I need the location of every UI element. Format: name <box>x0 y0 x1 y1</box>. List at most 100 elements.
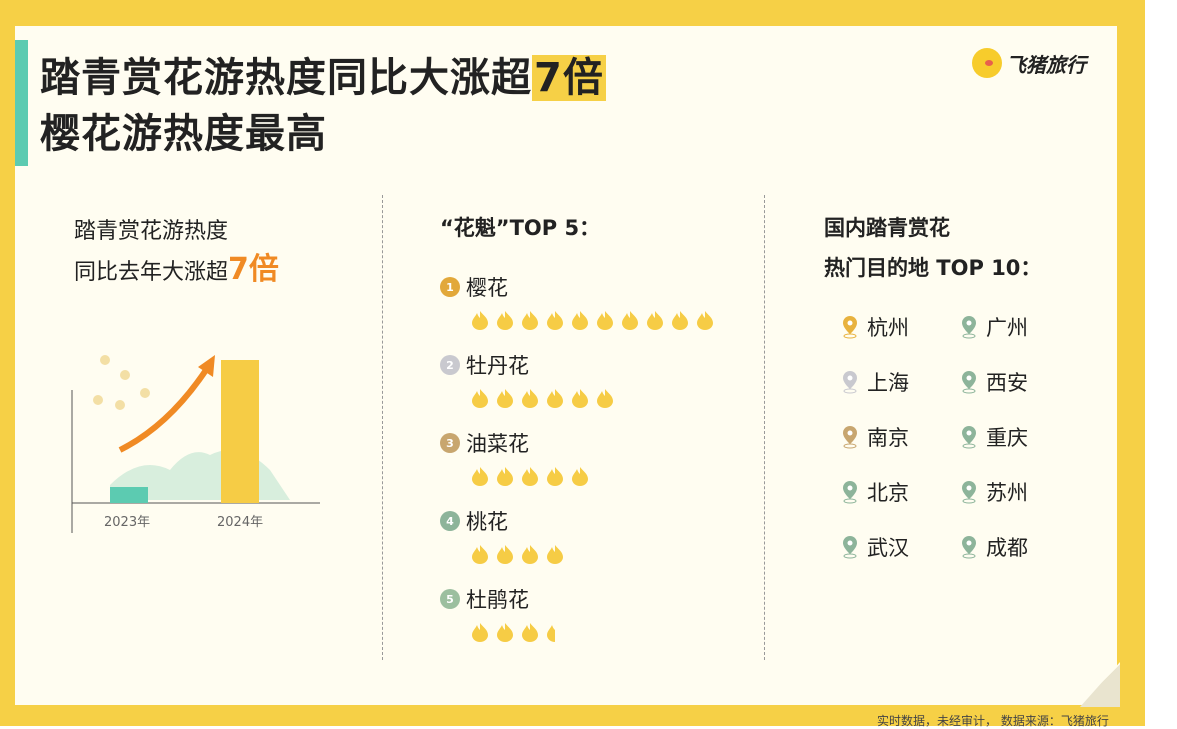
flower-name: 桃花 <box>466 510 508 534</box>
destination-item: 杭州 <box>841 312 909 342</box>
rank-medal-icon: 5 <box>440 589 460 609</box>
destination-name: 南京 <box>867 426 909 450</box>
destination-name: 广州 <box>986 316 1028 340</box>
growth-value: 7倍 <box>228 252 279 287</box>
flame-icon <box>472 311 488 330</box>
flame-icon <box>547 311 563 330</box>
dest-heading-line1: 国内踏青赏花 <box>824 216 950 240</box>
flame-icon <box>597 389 613 408</box>
x-label-2023: 2023年 <box>104 515 151 530</box>
divider <box>764 195 765 660</box>
location-pin-icon <box>962 536 976 559</box>
growth-illustration <box>71 355 320 533</box>
title-accent-bar <box>15 40 28 166</box>
rank-medal-icon: 2 <box>440 355 460 375</box>
flower-name: 油菜花 <box>466 432 529 456</box>
destination-item: 上海 <box>841 367 909 397</box>
destination-item: 武汉 <box>841 532 909 562</box>
card <box>15 26 1117 705</box>
arrow-head-icon <box>198 355 215 377</box>
growth-line1: 踏青赏花游热度 <box>74 219 229 244</box>
x-label-2024: 2024年 <box>217 515 264 530</box>
growth-text: 踏青赏花游热度 同比去年大涨超7倍 <box>74 213 279 292</box>
title-line2: 樱花游热度最高 <box>40 111 327 157</box>
flame-icon <box>472 389 488 408</box>
blossom-branch-icon <box>93 355 150 410</box>
destination-item: 广州 <box>960 312 1028 342</box>
destination-name: 上海 <box>867 371 909 395</box>
destinations-heading: 国内踏青赏花 热门目的地 TOP 10： <box>824 208 1041 288</box>
rank-medal-icon: 3 <box>440 433 460 453</box>
destination-item: 重庆 <box>960 422 1028 452</box>
flower-name: 樱花 <box>466 276 508 300</box>
flame-icon <box>522 389 538 408</box>
flame-icon <box>572 467 588 486</box>
destination-name: 重庆 <box>986 426 1028 450</box>
flower-name: 杜鹃花 <box>466 588 529 612</box>
page-title: 踏青赏花游热度同比大涨超7倍 樱花游热度最高 <box>40 50 606 162</box>
brand-logo: 飞猪旅行 <box>972 48 1086 78</box>
destination-item: 北京 <box>841 477 909 507</box>
top5-item: 2 牡丹花 <box>440 350 615 408</box>
flame-icon <box>572 311 588 330</box>
flame-icon <box>497 545 513 564</box>
pig-logo-icon <box>972 48 1002 78</box>
heat-rating <box>470 310 715 330</box>
flame-icon <box>497 311 513 330</box>
flame-icon <box>547 389 563 408</box>
heat-rating <box>470 622 565 642</box>
top5-item: 5 杜鹃花 <box>440 584 565 642</box>
location-pin-icon <box>962 426 976 449</box>
dest-heading-line2: 热门目的地 TOP 10： <box>824 256 1042 280</box>
heat-rating <box>470 544 565 564</box>
flame-icon <box>522 311 538 330</box>
flame-icon <box>522 467 538 486</box>
flame-icon <box>547 467 563 486</box>
arrow-icon <box>118 365 211 453</box>
flame-icon <box>597 311 613 330</box>
destination-item: 苏州 <box>960 477 1028 507</box>
rank-medal-icon: 1 <box>440 277 460 297</box>
divider <box>382 195 383 660</box>
flame-icon <box>647 311 663 330</box>
flame-icon <box>472 545 488 564</box>
destination-name: 苏州 <box>986 481 1028 505</box>
location-pin-icon <box>843 481 857 504</box>
top5-item: 4 桃花 <box>440 506 565 564</box>
rank-medal-icon: 4 <box>440 511 460 531</box>
flower-name: 牡丹花 <box>466 354 529 378</box>
destination-name: 武汉 <box>867 536 909 560</box>
flame-icon <box>472 467 488 486</box>
title-highlight: 7倍 <box>532 55 606 101</box>
heat-rating <box>470 466 590 486</box>
flame-icon <box>497 467 513 486</box>
flame-icon <box>497 389 513 408</box>
destination-item: 南京 <box>841 422 909 452</box>
flame-icon <box>572 389 588 408</box>
location-pin-icon <box>962 481 976 504</box>
flame-icon <box>497 623 513 642</box>
heat-rating <box>470 388 615 408</box>
destination-name: 西安 <box>986 371 1028 395</box>
bar-2024 <box>221 360 259 503</box>
footer-note: 实时数据，未经审计， 数据来源：飞猪旅行 <box>877 714 1109 728</box>
location-pin-icon <box>843 371 857 394</box>
flame-icon <box>547 545 563 564</box>
title-line1: 踏青赏花游热度同比大涨超 <box>40 55 532 101</box>
flame-icon <box>622 311 638 330</box>
flame-icon <box>545 622 565 642</box>
location-pin-icon <box>962 316 976 339</box>
flame-icon <box>522 623 538 642</box>
destination-name: 成都 <box>986 536 1028 560</box>
flame-icon <box>522 545 538 564</box>
flame-icon <box>672 311 688 330</box>
flame-icon <box>697 311 713 330</box>
location-pin-icon <box>843 316 857 339</box>
top5-item: 1 樱花 <box>440 272 715 330</box>
brand-name: 飞猪旅行 <box>1006 52 1086 77</box>
destination-item: 成都 <box>960 532 1028 562</box>
flame-icon <box>472 623 488 642</box>
destination-item: 西安 <box>960 367 1028 397</box>
location-pin-icon <box>962 371 976 394</box>
top5-item: 3 油菜花 <box>440 428 590 486</box>
